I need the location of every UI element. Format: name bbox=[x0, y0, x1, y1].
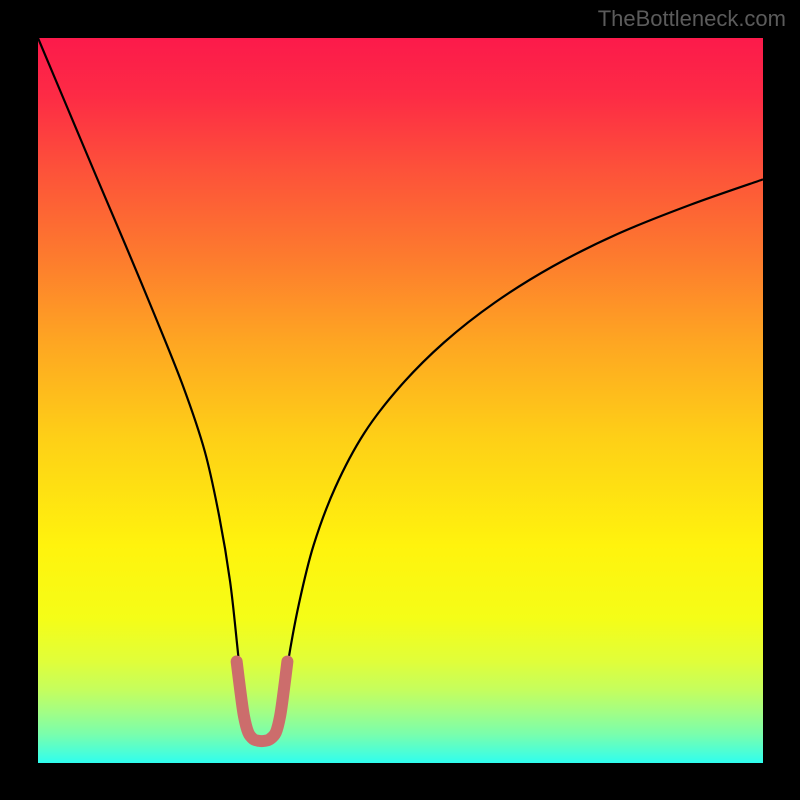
watermark-text: TheBottleneck.com bbox=[598, 6, 786, 32]
gradient-background bbox=[38, 38, 763, 763]
bottleneck-chart bbox=[38, 38, 763, 763]
chart-svg bbox=[38, 38, 763, 763]
